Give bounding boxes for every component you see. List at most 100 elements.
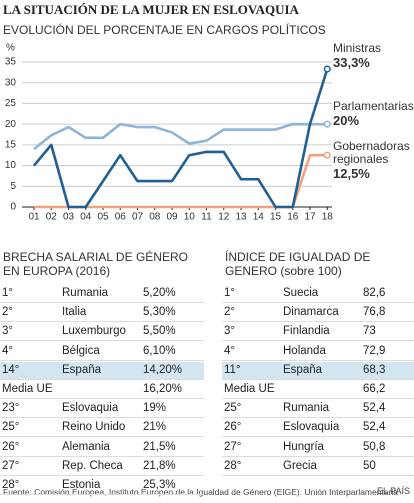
value: 21% — [143, 421, 167, 434]
x-tick-label: 12 — [218, 212, 230, 223]
table-row: 14° España 14,20% — [0, 361, 204, 380]
table-row: 25° Rumania 52,4 — [222, 400, 414, 419]
chart-title: EVOLUCIÓN DEL PORCENTAJE EN CARGOS POLÍT… — [3, 23, 326, 37]
rank: 26° — [224, 421, 242, 434]
value: 52,4 — [363, 402, 386, 415]
table-row: 26° Eslovaquia 52,4 — [222, 419, 414, 438]
country: Reino Unido — [62, 421, 126, 434]
country: Dinamarca — [283, 306, 339, 319]
rank: 1° — [224, 287, 235, 299]
table-row: 3° Finlandia 73 — [222, 323, 414, 342]
x-tick-label: 18 — [322, 212, 334, 223]
legend-entry: Ministras 33,3% — [333, 41, 413, 71]
rank: Media UE — [2, 383, 53, 395]
end-dot — [323, 151, 331, 159]
legend-entry: Gobernadoras regionales 12,5% — [333, 140, 413, 182]
rank: 27° — [224, 440, 242, 453]
series-line — [33, 68, 329, 209]
table-row: 27° Hungría 50,8 — [222, 439, 414, 457]
table-row: 23° Eslovaquia 19% — [0, 400, 204, 419]
y-axis-label: % — [6, 43, 15, 54]
value: 19% — [143, 402, 167, 415]
rank: 3° — [2, 325, 13, 338]
x-tick-label: 14 — [253, 212, 265, 223]
rank: 25° — [224, 402, 242, 415]
x-tick-label: 08 — [149, 212, 161, 223]
value: 50 — [363, 459, 376, 472]
rank: 28° — [224, 459, 242, 472]
x-tick-label: 16 — [287, 212, 299, 223]
y-tick-label: 30 — [5, 77, 17, 88]
country: Rep. Checa — [62, 459, 123, 472]
rank: 11° — [224, 363, 241, 376]
value: 76,8 — [363, 306, 386, 319]
rank: 27° — [2, 459, 20, 472]
value: 5,50% — [143, 325, 176, 338]
rank: 3° — [224, 325, 235, 338]
legend-label: Ministras — [333, 41, 382, 55]
y-tick-label: 10 — [5, 160, 17, 171]
country: Rumania — [62, 287, 109, 299]
table-row: 2° Dinamarca 76,8 — [222, 304, 414, 323]
brand: EL PAÍS — [376, 486, 410, 496]
table-row: 28° Estonia 25,3% — [0, 477, 204, 495]
x-tick-label: 15 — [270, 212, 282, 223]
value: 6,10% — [143, 344, 176, 357]
country: España — [283, 363, 323, 376]
value: 50,8 — [363, 440, 386, 453]
source: Fuente: Comisión Europea, Instituto Euro… — [3, 487, 399, 497]
country: Italia — [62, 306, 87, 319]
table-row: 2° Italia 5,30% — [0, 304, 204, 323]
table-row: Media UE 16,20% — [0, 381, 204, 399]
country: Eslovaquia — [62, 402, 119, 415]
x-tick-label: 04 — [80, 212, 92, 223]
y-tick-label: 25 — [5, 98, 17, 109]
title: LA SITUACIÓN DE LA MUJER EN ESLOVAQUIA — [3, 2, 299, 17]
value: 16,20% — [143, 383, 183, 395]
rank: 14° — [2, 363, 20, 376]
x-tick-label: 09 — [166, 212, 178, 223]
y-tick-label: 20 — [5, 119, 17, 130]
country: Rumania — [283, 402, 330, 415]
value: 21,5% — [143, 440, 176, 453]
value-label: 20% — [333, 113, 360, 128]
y-tick-label: 0 — [10, 202, 16, 213]
rank: 4° — [2, 344, 13, 357]
table-row: 3° Luxemburgo 5,50% — [0, 323, 204, 342]
country: Suecia — [283, 287, 319, 299]
table-row: 26° Alemania 21,5% — [0, 439, 204, 457]
country: Luxemburgo — [62, 325, 126, 338]
value-label: 12,5% — [333, 166, 370, 181]
value: 52,4 — [363, 421, 386, 434]
legend-label: Parlamentarias — [333, 99, 414, 113]
country: Eslovaquia — [283, 421, 340, 434]
rank: Media UE — [224, 383, 275, 395]
value: 5,20% — [143, 287, 176, 299]
country: Holanda — [283, 344, 326, 357]
country: Alemania — [62, 440, 110, 453]
x-tick-label: 03 — [63, 212, 75, 223]
x-tick-label: 06 — [115, 212, 127, 223]
table-row: 27° Rep. Checa 21,8% — [0, 458, 204, 476]
series-line — [34, 153, 328, 209]
country: Bélgica — [62, 344, 100, 357]
rank: 28° — [2, 479, 20, 491]
y-tick-label: 15 — [5, 139, 17, 150]
table-row: Media UE 66,2 — [222, 381, 414, 399]
country: Finlandia — [283, 325, 330, 338]
rank: 26° — [2, 440, 20, 453]
x-tick-label: 07 — [132, 212, 144, 223]
value: 73 — [363, 325, 376, 338]
end-dot — [323, 65, 331, 73]
end-dot — [323, 120, 331, 128]
table-row: 25° Reino Unido 21% — [0, 419, 204, 438]
x-tick-label: 10 — [184, 212, 196, 223]
value: 25,3% — [143, 479, 176, 491]
value-label: 33,3% — [333, 55, 370, 70]
rank: 4° — [224, 344, 235, 357]
legend-entry: Parlamentarias 20% — [333, 99, 414, 129]
rank: 25° — [2, 421, 20, 434]
table-row: 1° Rumania 5,20% — [0, 285, 204, 303]
value: 82,6 — [363, 287, 386, 299]
